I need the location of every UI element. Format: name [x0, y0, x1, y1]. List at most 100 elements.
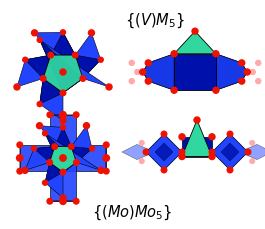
- Polygon shape: [50, 158, 63, 172]
- Circle shape: [47, 199, 53, 204]
- Circle shape: [139, 159, 144, 164]
- Circle shape: [37, 123, 42, 129]
- Polygon shape: [143, 54, 174, 90]
- Circle shape: [256, 79, 261, 84]
- Polygon shape: [71, 126, 92, 162]
- Polygon shape: [17, 55, 51, 87]
- Circle shape: [250, 159, 254, 164]
- Polygon shape: [45, 162, 63, 183]
- Circle shape: [161, 131, 167, 137]
- Polygon shape: [34, 32, 75, 55]
- Polygon shape: [75, 33, 101, 79]
- Polygon shape: [63, 147, 76, 162]
- Circle shape: [60, 169, 66, 175]
- Circle shape: [239, 78, 245, 84]
- Polygon shape: [182, 137, 212, 157]
- Circle shape: [171, 51, 177, 57]
- Polygon shape: [182, 120, 212, 157]
- Polygon shape: [43, 55, 63, 79]
- Polygon shape: [40, 40, 83, 93]
- Polygon shape: [45, 133, 76, 172]
- Polygon shape: [63, 72, 83, 93]
- Circle shape: [143, 149, 149, 155]
- Circle shape: [98, 167, 104, 173]
- Polygon shape: [50, 115, 76, 158]
- Circle shape: [209, 149, 215, 155]
- Circle shape: [179, 134, 185, 140]
- Polygon shape: [174, 31, 216, 54]
- Circle shape: [256, 60, 261, 65]
- Circle shape: [227, 167, 233, 173]
- Polygon shape: [43, 72, 63, 93]
- Circle shape: [250, 69, 255, 74]
- Circle shape: [47, 160, 52, 165]
- Polygon shape: [25, 55, 51, 79]
- Circle shape: [179, 149, 185, 155]
- Circle shape: [213, 87, 219, 93]
- Polygon shape: [45, 133, 101, 172]
- Circle shape: [103, 155, 109, 161]
- Circle shape: [179, 154, 185, 160]
- Circle shape: [60, 155, 66, 161]
- Polygon shape: [122, 144, 155, 160]
- Polygon shape: [40, 79, 63, 120]
- Polygon shape: [51, 55, 75, 72]
- Circle shape: [73, 112, 79, 117]
- Polygon shape: [50, 147, 63, 162]
- Circle shape: [98, 57, 103, 62]
- Circle shape: [32, 30, 38, 36]
- Circle shape: [171, 87, 177, 93]
- Circle shape: [245, 149, 251, 155]
- Circle shape: [73, 52, 78, 58]
- Circle shape: [60, 117, 66, 123]
- Circle shape: [43, 180, 47, 185]
- Polygon shape: [146, 134, 182, 170]
- Circle shape: [244, 69, 250, 75]
- Polygon shape: [212, 134, 248, 170]
- Circle shape: [227, 131, 233, 137]
- Circle shape: [103, 168, 109, 174]
- Circle shape: [60, 125, 65, 130]
- Circle shape: [37, 102, 42, 107]
- Circle shape: [47, 112, 53, 117]
- Polygon shape: [45, 162, 63, 198]
- Circle shape: [17, 142, 23, 148]
- Circle shape: [192, 28, 198, 34]
- Circle shape: [60, 90, 66, 96]
- Text: $\{(V)M_5\}$: $\{(V)M_5\}$: [125, 12, 185, 30]
- Polygon shape: [71, 147, 92, 162]
- Circle shape: [139, 141, 144, 145]
- Circle shape: [60, 198, 66, 204]
- Circle shape: [161, 167, 167, 173]
- Polygon shape: [40, 40, 109, 93]
- Polygon shape: [55, 128, 71, 147]
- Circle shape: [145, 78, 151, 84]
- Circle shape: [68, 144, 74, 149]
- Polygon shape: [216, 54, 247, 90]
- Circle shape: [213, 51, 219, 57]
- Polygon shape: [40, 79, 63, 104]
- Circle shape: [60, 69, 66, 75]
- Circle shape: [16, 155, 23, 161]
- Polygon shape: [75, 55, 101, 79]
- Circle shape: [74, 160, 79, 165]
- Polygon shape: [51, 32, 75, 55]
- Polygon shape: [63, 145, 106, 171]
- Polygon shape: [174, 54, 216, 90]
- Circle shape: [209, 134, 215, 140]
- Polygon shape: [20, 145, 63, 171]
- Circle shape: [103, 142, 109, 148]
- Polygon shape: [39, 126, 71, 147]
- Polygon shape: [55, 147, 71, 158]
- Polygon shape: [216, 54, 247, 90]
- Circle shape: [250, 141, 254, 145]
- Circle shape: [60, 112, 66, 118]
- Circle shape: [80, 76, 86, 81]
- Circle shape: [40, 76, 46, 81]
- Circle shape: [89, 30, 94, 36]
- Polygon shape: [34, 147, 55, 162]
- Circle shape: [90, 146, 95, 151]
- Polygon shape: [63, 158, 76, 172]
- Polygon shape: [50, 158, 76, 201]
- Circle shape: [145, 60, 151, 66]
